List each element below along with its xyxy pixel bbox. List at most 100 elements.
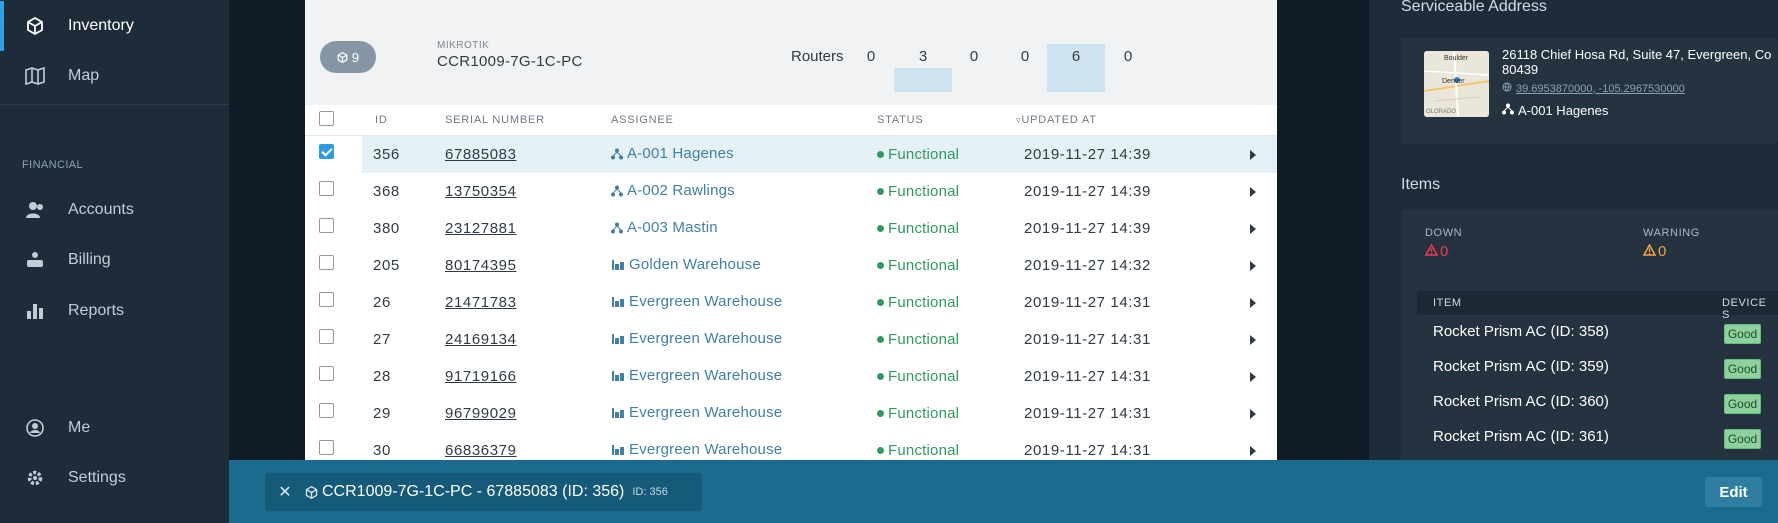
- selected-item-chip[interactable]: ✕ CCR1009-7G-1C-PC - 67885083 (ID: 356) …: [265, 473, 702, 511]
- table-row[interactable]: 28 91719166 Evergreen Warehouse Functional 2…: [305, 358, 1277, 395]
- table-row[interactable]: 205 80174395 Golden Warehouse Functional 201…: [305, 247, 1277, 284]
- caret-right-icon[interactable]: [1250, 446, 1256, 456]
- row-assignee-link[interactable]: A-003 Mastin: [611, 219, 718, 236]
- item-name[interactable]: Rocket Prism AC (ID: 359): [1433, 358, 1609, 375]
- row-updated: 2019-11-27 14:32: [1024, 257, 1151, 274]
- status-stat[interactable]: 6: [1047, 44, 1105, 92]
- column-header-updated-label: UPDATED AT: [1021, 114, 1097, 126]
- row-serial-link[interactable]: 21471783: [445, 294, 517, 311]
- row-assignee-link[interactable]: A-001 Hagenes: [611, 145, 734, 162]
- sidebar-item-map[interactable]: Map: [0, 51, 229, 101]
- sidebar-item-billing[interactable]: Billing: [0, 235, 229, 285]
- row-serial-link[interactable]: 96799029: [445, 405, 517, 422]
- column-header-id[interactable]: ID: [375, 114, 388, 126]
- row-serial-link[interactable]: 91719166: [445, 368, 517, 385]
- caret-right-icon[interactable]: [1250, 372, 1256, 382]
- column-header-assignee[interactable]: ASSIGNEE: [611, 114, 674, 126]
- status-stat[interactable]: 3: [894, 44, 952, 92]
- row-updated: 2019-11-27 14:39: [1024, 220, 1151, 237]
- row-checkbox[interactable]: [319, 292, 334, 307]
- group-header[interactable]: 9 MIKROTIK CCR1009-7G-1C-PC Routers 0 3 0 0…: [305, 0, 1277, 105]
- table-row[interactable]: 30 66836379 Evergreen Warehouse Functional 2…: [305, 432, 1277, 460]
- status-stat[interactable]: 0: [945, 44, 1003, 92]
- table-row[interactable]: 27 24169134 Evergreen Warehouse Functional 2…: [305, 321, 1277, 358]
- caret-right-icon[interactable]: [1250, 187, 1256, 197]
- caret-right-icon[interactable]: [1250, 409, 1256, 419]
- warehouse-icon: [611, 444, 625, 456]
- row-serial-link[interactable]: 23127881: [445, 220, 517, 237]
- row-assignee-link[interactable]: Golden Warehouse: [611, 256, 761, 273]
- address-assignee[interactable]: A-001 Hagenes: [1502, 103, 1608, 118]
- column-header-updated[interactable]: ▿UPDATED AT: [1016, 114, 1097, 126]
- row-checkbox[interactable]: [319, 218, 334, 233]
- status-dot-icon: [877, 151, 884, 158]
- row-id: 26: [373, 294, 391, 311]
- status-stat-value: 3: [918, 48, 928, 65]
- sidebar-item-me[interactable]: Me: [0, 403, 229, 453]
- row-serial-link[interactable]: 24169134: [445, 331, 517, 348]
- caret-right-icon[interactable]: [1250, 224, 1256, 234]
- column-header-item[interactable]: ITEM: [1433, 297, 1462, 309]
- row-assignee-link[interactable]: Evergreen Warehouse: [611, 293, 782, 310]
- table-row[interactable]: 26 21471783 Evergreen Warehouse Functional 2…: [305, 284, 1277, 321]
- edit-button[interactable]: Edit: [1705, 477, 1762, 507]
- column-header-serial[interactable]: SERIAL NUMBER: [445, 114, 545, 126]
- item-name[interactable]: Rocket Prism AC (ID: 360): [1433, 393, 1609, 410]
- table-row[interactable]: 368 13750354 A-002 Rawlings Functional 2019-…: [305, 173, 1277, 210]
- cube-icon: [24, 15, 46, 37]
- row-status: Functional: [877, 331, 959, 348]
- caret-right-icon[interactable]: [1250, 335, 1256, 345]
- row-status-label: Functional: [888, 442, 960, 459]
- status-stat[interactable]: 0: [842, 44, 900, 92]
- items-table-header: ITEM DEVICE S: [1417, 291, 1778, 321]
- select-all-checkbox[interactable]: [319, 111, 334, 126]
- sidebar-item-settings[interactable]: Settings: [0, 453, 229, 503]
- row-serial-link[interactable]: 67885083: [445, 146, 517, 163]
- warning-triangle-icon: [1424, 243, 1439, 260]
- sidebar-item-reports[interactable]: Reports: [0, 286, 229, 336]
- row-assignee-link[interactable]: Evergreen Warehouse: [611, 367, 782, 384]
- caret-right-icon[interactable]: [1250, 150, 1256, 160]
- row-checkbox[interactable]: [319, 181, 334, 196]
- model-name: CCR1009-7G-1C-PC: [437, 53, 583, 70]
- row-serial-link[interactable]: 66836379: [445, 442, 517, 459]
- sidebar-item-inventory[interactable]: Inventory: [0, 1, 229, 51]
- row-assignee: Golden Warehouse: [629, 256, 761, 273]
- status-dot-icon: [877, 225, 884, 232]
- map-thumbnail[interactable]: Boulder Denver OLORADO: [1424, 51, 1489, 117]
- warning-value: 0: [1658, 243, 1667, 260]
- caret-right-icon[interactable]: [1250, 261, 1256, 271]
- status-stat[interactable]: 0: [996, 44, 1054, 92]
- sidebar-item-label: Billing: [68, 251, 111, 268]
- row-assignee-link[interactable]: A-002 Rawlings: [611, 182, 735, 199]
- coordinates-text: 39.6953870000, -105.2967530000: [1516, 82, 1685, 95]
- row-checkbox[interactable]: [319, 366, 334, 381]
- caret-right-icon[interactable]: [1250, 298, 1256, 308]
- table-row[interactable]: 29 96799029 Evergreen Warehouse Functional 2…: [305, 395, 1277, 432]
- network-icon: [611, 148, 623, 160]
- row-checkbox[interactable]: [319, 329, 334, 344]
- row-serial-link[interactable]: 13750354: [445, 183, 517, 200]
- row-checkbox[interactable]: [319, 144, 334, 159]
- column-header-status[interactable]: STATUS: [877, 114, 924, 126]
- row-assignee-link[interactable]: Evergreen Warehouse: [611, 404, 782, 421]
- item-name[interactable]: Rocket Prism AC (ID: 361): [1433, 428, 1609, 445]
- status-dot-icon: [877, 336, 884, 343]
- close-icon[interactable]: ✕: [278, 484, 292, 501]
- item-name[interactable]: Rocket Prism AC (ID: 358): [1433, 323, 1609, 340]
- row-checkbox[interactable]: [319, 403, 334, 418]
- status-stat[interactable]: 0: [1099, 44, 1157, 92]
- row-status: Functional: [877, 405, 959, 422]
- coordinates-link[interactable]: 39.6953870000, -105.2967530000: [1502, 82, 1685, 95]
- table-row[interactable]: 380 23127881 A-003 Mastin Functional 2019-11…: [305, 210, 1277, 247]
- row-checkbox[interactable]: [319, 255, 334, 270]
- row-assignee-link[interactable]: Evergreen Warehouse: [611, 330, 782, 347]
- row-status-label: Functional: [888, 220, 960, 237]
- row-status: Functional: [877, 442, 959, 459]
- column-header-device-status[interactable]: DEVICE S: [1722, 297, 1767, 321]
- row-assignee-link[interactable]: Evergreen Warehouse: [611, 441, 782, 458]
- row-checkbox[interactable]: [319, 440, 334, 455]
- row-serial-link[interactable]: 80174395: [445, 257, 517, 274]
- sidebar-item-accounts[interactable]: Accounts: [0, 185, 229, 235]
- table-row[interactable]: 356 67885083 A-001 Hagenes Functional 2019-1…: [305, 136, 1277, 173]
